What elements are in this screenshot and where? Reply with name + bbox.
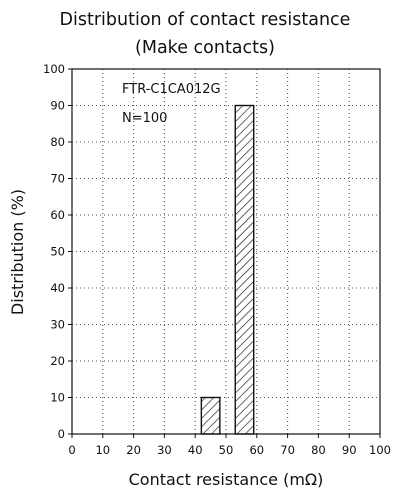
grid-lines <box>72 69 380 434</box>
x-tick-label: 90 <box>342 443 357 457</box>
model-annotation: FTR-C1CA012G <box>122 82 221 97</box>
chart-title: Distribution of contact resistance <box>60 10 351 30</box>
x-tick-label: 100 <box>369 443 391 457</box>
y-tick-label: 20 <box>50 354 65 368</box>
x-tick-label: 30 <box>157 443 172 457</box>
y-tick-label: 90 <box>50 99 65 113</box>
plot-frame <box>71 68 381 435</box>
y-tick-label: 30 <box>50 318 65 332</box>
x-tick-label: 40 <box>188 443 203 457</box>
y-tick-label: 80 <box>50 135 65 149</box>
sample-size-annotation: N=100 <box>122 111 167 126</box>
y-axis-title: Distribution (%) <box>8 189 27 315</box>
chart-subtitle: (Make contacts) <box>135 38 275 58</box>
x-tick-labels: 0 10 20 30 40 50 60 70 80 90 100 <box>68 434 391 457</box>
y-tick-label: 60 <box>50 208 65 222</box>
y-tick-label: 40 <box>50 281 65 295</box>
x-tick-label: 60 <box>249 443 264 457</box>
x-axis-title: Contact resistance (mΩ) <box>129 470 324 489</box>
y-tick-label: 70 <box>50 172 65 186</box>
y-tick-labels: 0 10 20 30 40 50 60 70 80 90 100 <box>43 62 72 441</box>
x-tick-label: 50 <box>219 443 234 457</box>
y-tick-label: 0 <box>58 427 65 441</box>
x-tick-label: 20 <box>126 443 141 457</box>
x-tick-label: 70 <box>280 443 295 457</box>
y-tick-label: 100 <box>43 62 65 76</box>
bar <box>200 396 221 435</box>
bars <box>200 104 255 435</box>
x-tick-label: 10 <box>95 443 110 457</box>
x-tick-label: 0 <box>68 443 75 457</box>
bar <box>234 104 255 435</box>
y-tick-label: 50 <box>50 245 65 259</box>
y-tick-label: 10 <box>50 391 65 405</box>
x-tick-label: 80 <box>311 443 326 457</box>
